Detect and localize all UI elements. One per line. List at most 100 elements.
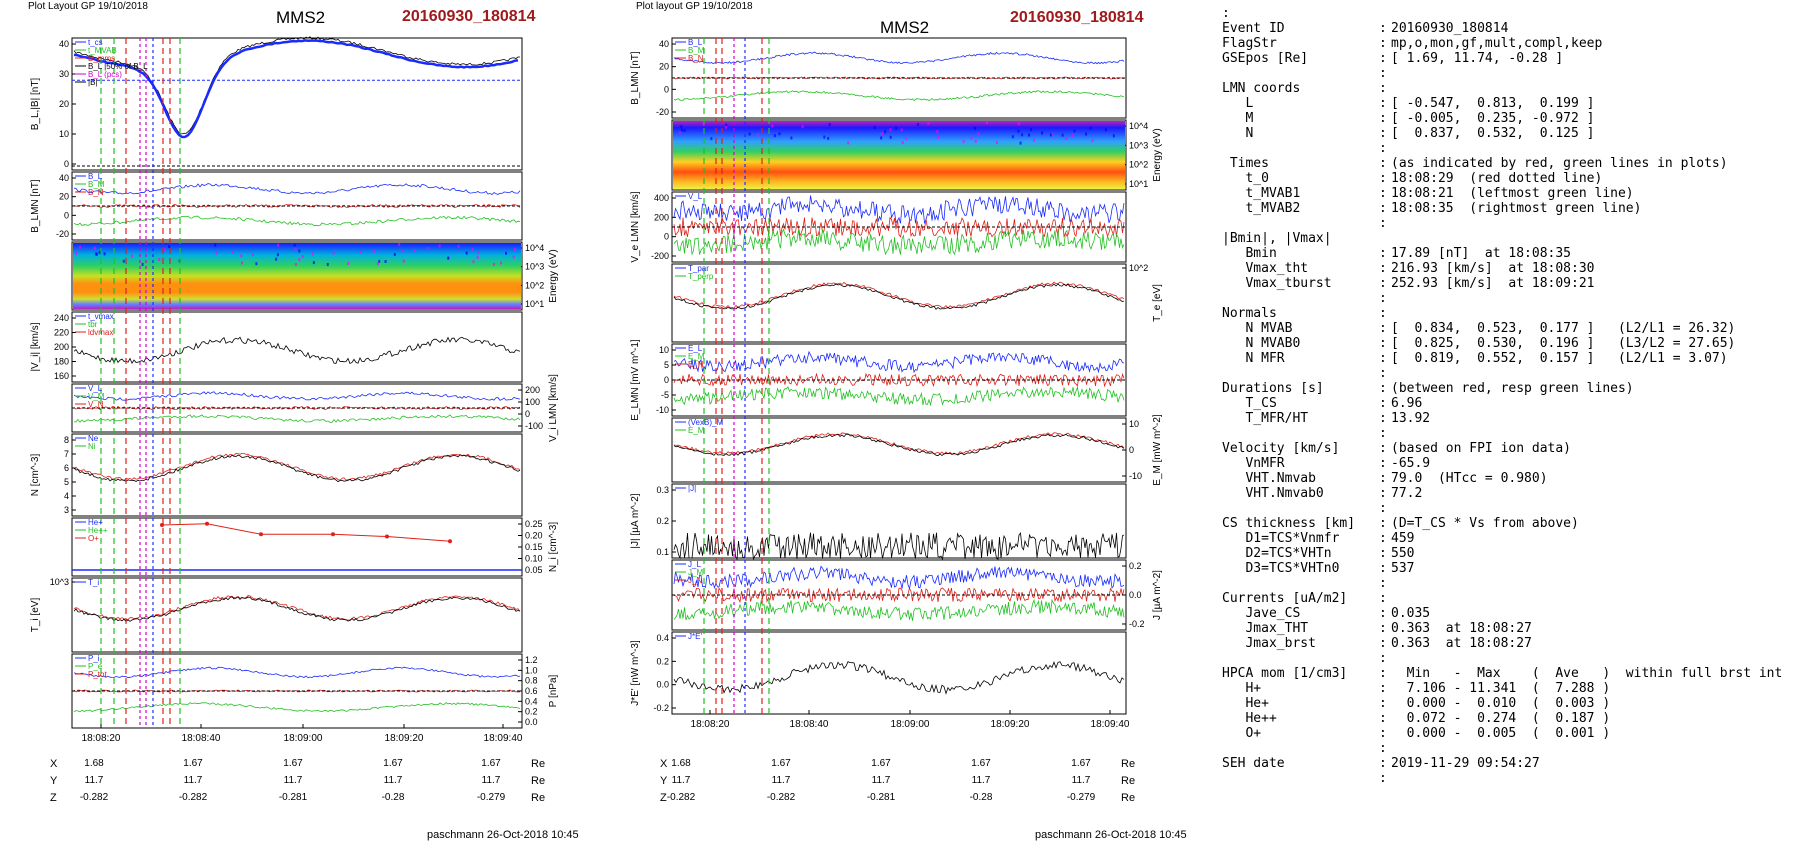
spectrogram-speck (1041, 131, 1044, 135)
legend-entry: ldvmax (88, 328, 113, 337)
spectrogram-speck (398, 243, 401, 247)
spectrogram-speck (301, 255, 304, 259)
summary-row: GSEpos [Re]: [ 1.69, 11.74, -0.28 ] (1222, 51, 1782, 66)
trace-black (673, 283, 1125, 310)
y-tick-label: 240 (54, 313, 69, 323)
y-tick-label: 220 (54, 328, 69, 338)
summary-key: N MVAB0 (1222, 336, 1301, 351)
coord-unit: Re (531, 792, 546, 804)
plot1-title: MMS2 (276, 8, 326, 27)
summary-sep: : (1379, 411, 1387, 426)
panel-axis-label: J [µA m^-2] (1152, 570, 1163, 620)
summary-row: Times: (as indicated by red, green lines … (1222, 156, 1782, 171)
summary-key: H+ (1222, 681, 1262, 696)
spectrogram-speck (1073, 129, 1076, 133)
x-tick-label: 18:09:40 (1091, 719, 1130, 730)
spectrogram-speck (293, 243, 296, 247)
y-tick-label: 0.25 (525, 519, 543, 529)
y-tick-label: 10^2 (525, 280, 544, 290)
summary-key: Jmax_brst (1222, 636, 1316, 651)
spectrogram-speck (476, 251, 479, 255)
spectrogram-speck (500, 261, 503, 265)
spectrogram-speck (889, 128, 892, 132)
summary-sep: : (1379, 726, 1387, 741)
trace-black (73, 336, 521, 365)
panel-axis-label: B_LMN [nT] (630, 51, 641, 105)
summary-value: 6.96 (1391, 396, 1423, 411)
summary-key: Currents [uA/m2] (1222, 591, 1348, 606)
y-tick-label: 40 (59, 39, 69, 49)
summary-row: Jave_CS:0.035 (1222, 606, 1782, 621)
summary-value: [ 0.834, 0.523, 0.177 ] (L2/L1 = 26.32) (1391, 321, 1736, 336)
spectrogram-speck (240, 261, 243, 265)
spectrogram-speck (977, 132, 980, 136)
summary-sep: : (1379, 756, 1387, 771)
trace-black (673, 661, 1125, 695)
trace-black (673, 433, 1125, 457)
summary-row: Vmax_tht:216.93 [km/s] at 18:08:30 (1222, 261, 1782, 276)
coord-value: 11.7 (871, 775, 891, 786)
coord-unit: Re (531, 775, 546, 787)
summary-value: 77.2 (1391, 486, 1423, 501)
summary-row: D3=TCS*VHTn0:537 (1222, 561, 1782, 576)
coord-value: -0.282 (178, 792, 208, 803)
summary-sep: : (1379, 336, 1387, 351)
panel-frame (671, 483, 1127, 559)
spectrogram-speck (828, 122, 831, 126)
y-tick-label: 0.10 (525, 554, 543, 564)
y-tick-label: 0.05 (525, 565, 543, 575)
spectrogram-speck (873, 126, 876, 130)
summary-value: 18:08:35 (rightmost green line) (1391, 201, 1642, 216)
panel-axis-label: P [nPa] (548, 674, 559, 707)
summary-key: N MFR (1222, 351, 1285, 366)
summary-key: t_0 (1222, 171, 1269, 186)
x-tick-label: 18:09:20 (385, 733, 424, 744)
summary-sep: : (1379, 636, 1387, 651)
summary-sep: : (1379, 696, 1387, 711)
legend-entry: t_vmax (88, 312, 114, 321)
coord-unit: Re (1121, 775, 1136, 787)
summary-row: Jmax_THT:0.363 at 18:08:27 (1222, 621, 1782, 636)
x-tick-label: 18:09:00 (891, 719, 930, 730)
y-tick-label: 0.4 (525, 696, 538, 706)
legend-entry: E_M (688, 426, 705, 435)
spectrogram-speck (771, 124, 774, 128)
trace-blue-thick (73, 39, 519, 139)
summary-sep: : (1379, 516, 1387, 531)
summary-row: Jmax_brst:0.363 at 18:08:27 (1222, 636, 1782, 651)
trace-red (673, 372, 1125, 388)
summary-sep: : (1379, 201, 1387, 216)
summary-key: Bmin (1222, 246, 1277, 261)
summary-sep: : (1379, 471, 1387, 486)
trace-red (73, 452, 521, 481)
spectrogram-speck (376, 262, 379, 266)
summary-row: : (1222, 216, 1782, 231)
y-tick-label: 20 (59, 99, 69, 109)
spectrogram-speck (378, 259, 381, 263)
summary-value: [ 0.819, 0.552, 0.157 ] (L2/L1 = 3.07) (1391, 351, 1728, 366)
y-tick-label: 0.15 (525, 542, 543, 552)
summary-sep: : (1379, 561, 1387, 576)
panel-axis-label: J*E' [nW m^-3] (630, 640, 641, 706)
summary-row: t_0:18:08:29 (red dotted line) (1222, 171, 1782, 186)
summary-row: H+: 7.106 - 11.341 ( 7.288 ) (1222, 681, 1782, 696)
summary-row: T_MFR/HT:13.92 (1222, 411, 1782, 426)
legend-entry: B_L (688, 38, 703, 47)
summary-row: Bmin:17.89 [nT] at 18:08:35 (1222, 246, 1782, 261)
spectrogram-speck (995, 140, 998, 144)
spectrogram-speck (895, 126, 898, 130)
spectrogram-speck (1065, 137, 1068, 141)
spectrogram-speck (384, 260, 387, 264)
x-tick-label: 18:09:40 (484, 733, 523, 744)
trace-green (73, 414, 521, 423)
spectrogram-speck (884, 130, 887, 134)
plot1-footer: paschmann 26-Oct-2018 10:45 (427, 829, 579, 841)
spectrogram-speck (402, 259, 405, 263)
y-tick-label: 0.0 (1129, 590, 1142, 600)
legend-entry: B_mms (88, 54, 115, 63)
coord-value: 11.7 (183, 775, 203, 786)
summary-sep: : (1379, 321, 1387, 336)
spectrogram-speck (438, 244, 441, 248)
coord-value: 1.67 (383, 758, 403, 769)
summary-sep: : (1379, 771, 1387, 786)
